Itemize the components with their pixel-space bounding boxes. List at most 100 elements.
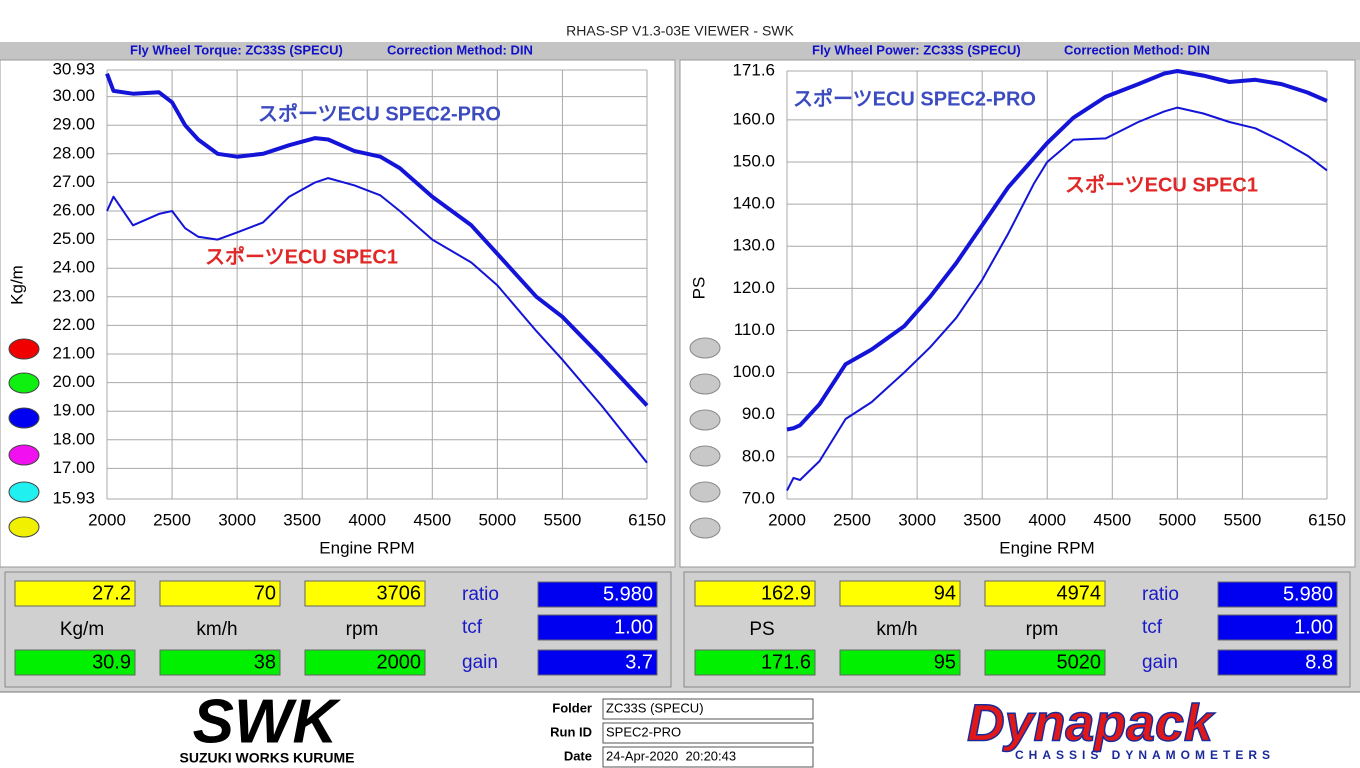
cursor-value: 70 bbox=[254, 582, 276, 604]
param-value: 8.8 bbox=[1305, 651, 1333, 673]
y-tick-label: 26.00 bbox=[52, 200, 95, 219]
channel-button[interactable] bbox=[689, 445, 721, 467]
chart-title: Fly Wheel Power: ZC33S (SPECU) bbox=[812, 42, 1021, 57]
y-tick-label: 29.00 bbox=[52, 115, 95, 134]
peak-value-box bbox=[694, 649, 816, 676]
x-tick-label: 4000 bbox=[348, 510, 386, 529]
y-tick-label: 110.0 bbox=[734, 320, 775, 339]
unit-label: km/h bbox=[876, 619, 917, 640]
series-line bbox=[105, 72, 649, 407]
y-tick-label: 150.0 bbox=[732, 151, 775, 170]
x-tick-label: 4500 bbox=[1093, 510, 1131, 529]
y-axis-label: PS bbox=[689, 277, 708, 300]
dynapack-logo: Dynapack bbox=[967, 695, 1216, 753]
chart-title: Fly Wheel Torque: ZC33S (SPECU) bbox=[130, 42, 343, 57]
field-value: SPEC2-PRO bbox=[606, 724, 681, 739]
y-tick-label: 21.00 bbox=[52, 343, 95, 362]
cursor-value: 94 bbox=[934, 582, 956, 604]
channel-button[interactable] bbox=[689, 481, 721, 503]
y-tick-label: 15.93 bbox=[52, 488, 95, 507]
unit-label: PS bbox=[749, 619, 774, 640]
y-axis-label: Kg/m bbox=[7, 265, 26, 305]
cursor-value-box bbox=[304, 580, 426, 607]
x-tick-label: 5500 bbox=[1224, 510, 1262, 529]
swk-logo: SWK bbox=[193, 687, 342, 756]
cursor-value: 162.9 bbox=[761, 582, 811, 604]
x-axis-label: Engine RPM bbox=[319, 538, 414, 557]
peak-value-box bbox=[984, 649, 1106, 676]
param-label: ratio bbox=[1142, 584, 1179, 605]
x-tick-label: 4500 bbox=[413, 510, 451, 529]
unit-label: rpm bbox=[346, 619, 379, 640]
x-tick-label: 5000 bbox=[478, 510, 516, 529]
series-label: スポーツECU SPEC1 bbox=[205, 244, 398, 268]
y-tick-label: 80.0 bbox=[742, 446, 775, 465]
param-label: gain bbox=[462, 652, 498, 673]
x-tick-label: 5500 bbox=[544, 510, 582, 529]
peak-value: 30.9 bbox=[92, 651, 131, 673]
param-value-box bbox=[537, 614, 658, 641]
peak-value: 38 bbox=[254, 651, 276, 673]
peak-value-box bbox=[14, 649, 136, 676]
window-title: RHAS-SP V1.3-03E VIEWER - SWK bbox=[566, 23, 794, 39]
channel-button[interactable] bbox=[8, 444, 40, 466]
y-tick-label: 19.00 bbox=[52, 401, 95, 420]
field-box bbox=[602, 698, 814, 720]
channel-button[interactable] bbox=[689, 373, 721, 395]
chart-panel bbox=[0, 59, 676, 568]
x-tick-label: 3500 bbox=[963, 510, 1001, 529]
series-line bbox=[106, 177, 648, 464]
channel-button[interactable] bbox=[689, 337, 721, 359]
y-tick-label: 90.0 bbox=[742, 404, 775, 423]
channel-button[interactable] bbox=[8, 516, 40, 538]
cursor-value-box bbox=[984, 580, 1106, 607]
channel-button[interactable] bbox=[8, 481, 40, 503]
x-axis-label: Engine RPM bbox=[999, 538, 1094, 557]
series-line bbox=[786, 69, 1328, 432]
param-value-box bbox=[537, 649, 658, 676]
chart-panel bbox=[679, 59, 1356, 568]
param-value: 5.980 bbox=[603, 583, 653, 605]
swk-name: SUZUKI WORKS KURUME bbox=[180, 750, 355, 766]
correction-method: Correction Method: DIN bbox=[387, 42, 533, 57]
peak-value: 5020 bbox=[1057, 651, 1102, 673]
cursor-value-box bbox=[14, 580, 136, 607]
param-value: 1.00 bbox=[614, 616, 653, 638]
field-value: ZC33S (SPECU) bbox=[606, 700, 704, 715]
series-label: スポーツECU SPEC2-PRO bbox=[793, 86, 1036, 110]
y-tick-label: 30.93 bbox=[52, 59, 95, 78]
y-tick-label: 100.0 bbox=[732, 362, 775, 381]
channel-button[interactable] bbox=[8, 372, 40, 394]
param-value-box bbox=[1217, 649, 1338, 676]
peak-value: 171.6 bbox=[761, 651, 811, 673]
channel-button[interactable] bbox=[8, 338, 40, 360]
channel-button[interactable] bbox=[8, 407, 40, 429]
cursor-value: 27.2 bbox=[92, 582, 131, 604]
unit-label: km/h bbox=[196, 619, 237, 640]
peak-value-box bbox=[304, 649, 426, 676]
x-tick-label: 3000 bbox=[898, 510, 936, 529]
param-value: 1.00 bbox=[1294, 616, 1333, 638]
x-tick-label: 3500 bbox=[283, 510, 321, 529]
y-tick-label: 17.00 bbox=[52, 458, 95, 477]
y-tick-label: 70.0 bbox=[742, 488, 775, 507]
channel-button[interactable] bbox=[689, 409, 721, 431]
y-tick-label: 20.00 bbox=[52, 372, 95, 391]
series-label: スポーツECU SPEC1 bbox=[1065, 172, 1258, 196]
x-tick-label: 3000 bbox=[218, 510, 256, 529]
y-tick-label: 30.00 bbox=[52, 86, 95, 105]
y-tick-label: 120.0 bbox=[732, 278, 775, 297]
y-tick-label: 23.00 bbox=[52, 286, 95, 305]
y-tick-label: 171.6 bbox=[732, 60, 775, 79]
field-label: Folder bbox=[552, 700, 592, 715]
param-label: tcf bbox=[1142, 617, 1163, 638]
y-tick-label: 140.0 bbox=[732, 194, 775, 213]
x-tick-label: 4000 bbox=[1028, 510, 1066, 529]
correction-method: Correction Method: DIN bbox=[1064, 42, 1210, 57]
title-bar bbox=[0, 0, 1360, 42]
channel-button[interactable] bbox=[689, 517, 721, 539]
cursor-value-box bbox=[839, 580, 961, 607]
field-value: 24-Apr-2020 20:20:43 bbox=[606, 748, 736, 763]
unit-label: Kg/m bbox=[60, 619, 104, 640]
